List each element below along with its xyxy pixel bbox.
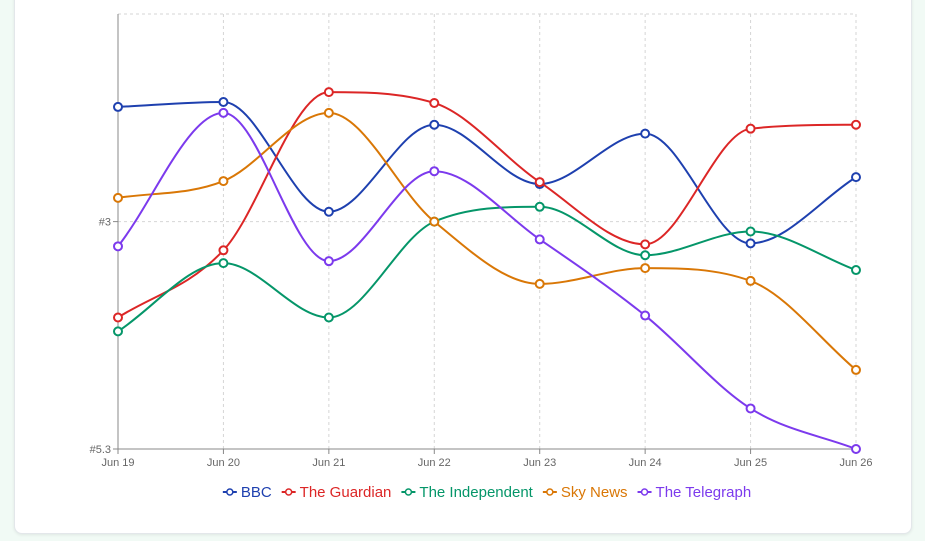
series-line [117, 91, 857, 319]
data-point[interactable] [851, 444, 861, 454]
y-tick-label: #3 [99, 217, 111, 229]
data-point[interactable] [640, 128, 651, 139]
legend-label: Sky News [561, 484, 628, 501]
data-point[interactable] [429, 119, 440, 130]
legend-label: BBC [241, 484, 272, 501]
x-tick-label: Jun 19 [101, 457, 134, 469]
legend-marker-icon [404, 488, 413, 496]
x-tick-label: Jun 25 [734, 457, 767, 469]
y-tick-label: #5.3 [90, 444, 111, 456]
data-point[interactable] [745, 238, 756, 249]
data-point[interactable] [218, 245, 229, 256]
series-line [117, 100, 857, 245]
data-point[interactable] [323, 107, 334, 118]
legend-item-the-guardian[interactable]: The Guardian [281, 484, 392, 501]
legend-item-sky-news[interactable]: Sky News [542, 484, 628, 501]
data-point[interactable] [640, 310, 651, 321]
series-the-telegraph [113, 107, 861, 454]
data-point[interactable] [113, 312, 123, 323]
legend-marker-icon [546, 488, 554, 496]
data-point[interactable] [851, 119, 861, 130]
data-point[interactable] [429, 166, 440, 177]
data-point[interactable] [851, 364, 861, 375]
series-group [113, 87, 861, 454]
chart-card [14, 0, 912, 534]
x-tick-label: Jun 24 [629, 457, 662, 469]
legend[interactable]: BBC The Guardian The Independent Sky News Th… [222, 484, 752, 501]
x-tick-label: Jun 20 [207, 457, 240, 469]
data-point[interactable] [534, 201, 545, 212]
data-point[interactable] [323, 256, 334, 267]
data-point[interactable] [640, 250, 651, 261]
series-the-guardian [113, 87, 861, 323]
series-sky-news [113, 107, 861, 375]
legend-item-bbc[interactable]: BBC [222, 484, 272, 501]
data-point[interactable] [323, 206, 334, 217]
x-tick-label: Jun 26 [839, 457, 872, 469]
legend-label: The Independent [419, 484, 533, 501]
data-point[interactable] [640, 239, 651, 250]
data-point[interactable] [640, 263, 651, 274]
series-the-independent [113, 201, 861, 337]
data-point[interactable] [218, 258, 229, 269]
data-point[interactable] [534, 278, 545, 289]
legend-marker-icon [640, 488, 649, 496]
x-tick-label: Jun 23 [523, 457, 556, 469]
series-line [117, 111, 857, 450]
data-point[interactable] [534, 177, 545, 188]
series-bbc [113, 96, 861, 249]
data-point[interactable] [745, 123, 756, 134]
data-point[interactable] [113, 101, 123, 112]
data-point[interactable] [323, 87, 334, 98]
data-point[interactable] [113, 241, 123, 252]
data-point[interactable] [429, 216, 440, 227]
x-tick-label: Jun 21 [312, 457, 345, 469]
legend-item-the-independent[interactable]: The Independent [401, 484, 534, 501]
data-point[interactable] [113, 192, 123, 203]
legend-label: The Guardian [300, 484, 392, 501]
legend-label: The Telegraph [656, 484, 752, 501]
legend-item-the-telegraph[interactable]: The Telegraph [637, 484, 752, 501]
data-point[interactable] [218, 96, 229, 107]
series-line [117, 111, 857, 371]
legend-marker-icon [226, 488, 234, 496]
data-point[interactable] [534, 234, 545, 245]
series-line [117, 205, 857, 333]
data-point[interactable] [218, 176, 229, 187]
x-tick-label: Jun 22 [418, 457, 451, 469]
data-point[interactable] [218, 107, 229, 118]
data-point[interactable] [851, 265, 861, 276]
data-point[interactable] [429, 97, 440, 108]
data-point[interactable] [851, 172, 861, 183]
data-point[interactable] [323, 312, 334, 323]
data-point[interactable] [745, 226, 756, 237]
data-point[interactable] [745, 403, 756, 414]
data-point[interactable] [745, 275, 756, 286]
data-point[interactable] [113, 326, 123, 337]
legend-marker-icon [284, 488, 293, 496]
